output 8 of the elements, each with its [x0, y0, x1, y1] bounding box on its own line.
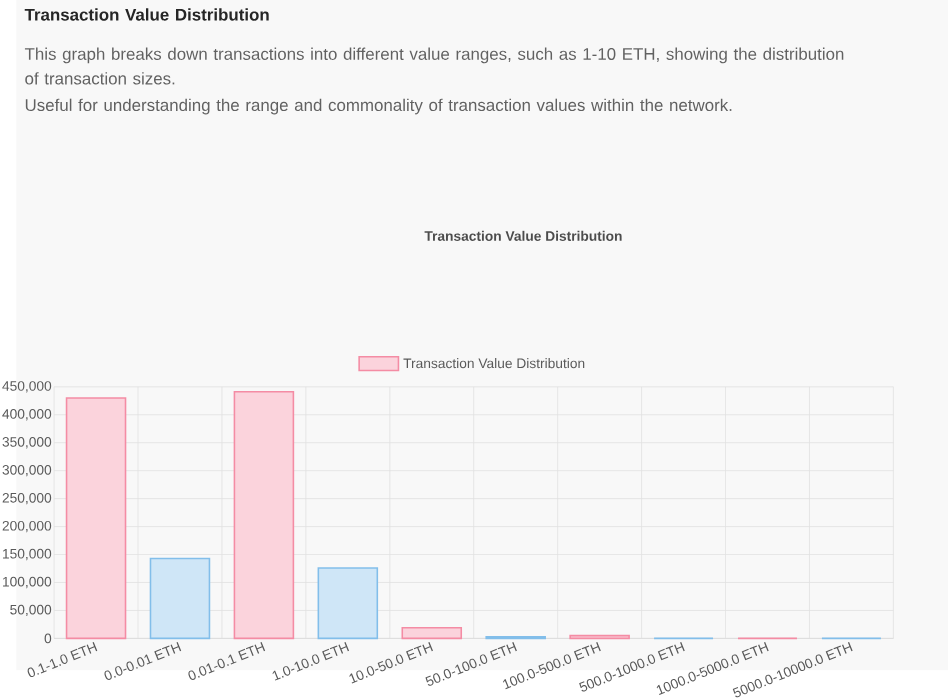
bar: [233, 390, 295, 639]
text: Transaction Value Distribution: [24, 7, 269, 21]
text: This graph breaks down transactions into different value ranges, such as 1-10 ETH, showing the distribution of transaction sizes.: [24, 47, 844, 85]
bar: [317, 566, 379, 639]
bar: [401, 626, 463, 639]
bar: [149, 557, 211, 639]
bar: [65, 396, 127, 639]
text: Useful for understanding the range and commonality of transaction values within the network.: [25, 98, 732, 114]
